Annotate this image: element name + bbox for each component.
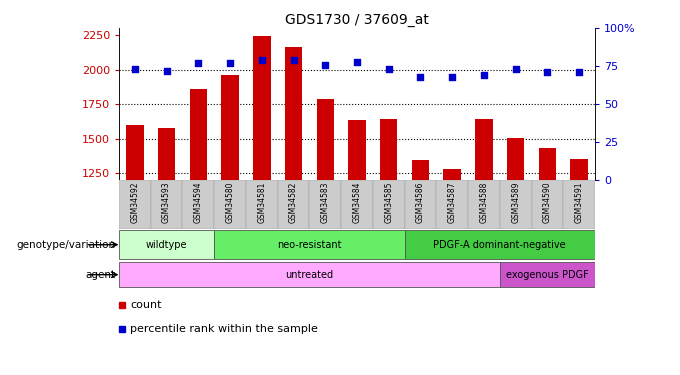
- Bar: [405, 230, 595, 259]
- Text: GSM34580: GSM34580: [226, 182, 235, 223]
- Bar: [380, 119, 397, 180]
- Text: GSM34585: GSM34585: [384, 182, 393, 223]
- Bar: [214, 180, 246, 229]
- Bar: [373, 180, 405, 229]
- Bar: [532, 180, 563, 229]
- Point: [415, 74, 426, 80]
- Text: percentile rank within the sample: percentile rank within the sample: [131, 324, 318, 334]
- Point: [256, 57, 267, 63]
- Title: GDS1730 / 37609_at: GDS1730 / 37609_at: [285, 13, 429, 27]
- Bar: [253, 36, 271, 180]
- Point: [384, 66, 394, 72]
- Point: [447, 74, 458, 80]
- Text: GSM34586: GSM34586: [416, 182, 425, 223]
- Point: [224, 60, 235, 66]
- Point: [479, 72, 490, 78]
- Bar: [500, 180, 532, 229]
- Point: [542, 69, 553, 75]
- Text: GSM34593: GSM34593: [162, 182, 171, 223]
- Text: GSM34582: GSM34582: [289, 182, 298, 223]
- Bar: [563, 180, 595, 229]
- Bar: [182, 180, 214, 229]
- Point: [510, 66, 521, 72]
- Bar: [539, 148, 556, 180]
- Point: [193, 60, 204, 66]
- Point: [161, 68, 172, 74]
- Point: [574, 69, 585, 75]
- Text: GSM34581: GSM34581: [257, 182, 267, 223]
- Bar: [190, 89, 207, 180]
- Bar: [475, 119, 492, 180]
- Text: untreated: untreated: [286, 270, 333, 280]
- Bar: [443, 169, 461, 180]
- Bar: [119, 262, 500, 287]
- Text: wildtype: wildtype: [146, 240, 188, 250]
- Text: neo-resistant: neo-resistant: [277, 240, 341, 250]
- Text: genotype/variation: genotype/variation: [16, 240, 116, 250]
- Bar: [285, 48, 302, 180]
- Text: count: count: [131, 300, 162, 310]
- Bar: [277, 180, 309, 229]
- Bar: [507, 138, 524, 180]
- Bar: [221, 75, 239, 180]
- Bar: [151, 180, 182, 229]
- Bar: [341, 180, 373, 229]
- Point: [288, 57, 299, 63]
- Bar: [348, 120, 366, 180]
- Text: GSM34592: GSM34592: [131, 182, 139, 223]
- Text: PDGF-A dominant-negative: PDGF-A dominant-negative: [433, 240, 566, 250]
- Bar: [126, 126, 143, 180]
- Bar: [158, 128, 175, 180]
- Bar: [309, 180, 341, 229]
- Bar: [214, 230, 405, 259]
- Bar: [246, 180, 277, 229]
- Bar: [412, 160, 429, 180]
- Text: GSM34589: GSM34589: [511, 182, 520, 223]
- Text: GSM34584: GSM34584: [352, 182, 362, 223]
- Text: GSM34591: GSM34591: [575, 182, 583, 223]
- Text: GSM34583: GSM34583: [321, 182, 330, 223]
- Bar: [500, 262, 595, 287]
- Point: [129, 66, 140, 72]
- Bar: [571, 159, 588, 180]
- Text: agent: agent: [86, 270, 116, 280]
- Text: exogenous PDGF: exogenous PDGF: [506, 270, 589, 280]
- Text: GSM34590: GSM34590: [543, 182, 552, 223]
- Bar: [437, 180, 468, 229]
- Text: GSM34588: GSM34588: [479, 182, 488, 223]
- Point: [352, 58, 362, 64]
- Bar: [119, 180, 151, 229]
- Bar: [405, 180, 437, 229]
- Bar: [316, 99, 334, 180]
- Text: GSM34594: GSM34594: [194, 182, 203, 223]
- Point: [320, 62, 330, 68]
- Text: GSM34587: GSM34587: [447, 182, 457, 223]
- Bar: [119, 230, 214, 259]
- Bar: [468, 180, 500, 229]
